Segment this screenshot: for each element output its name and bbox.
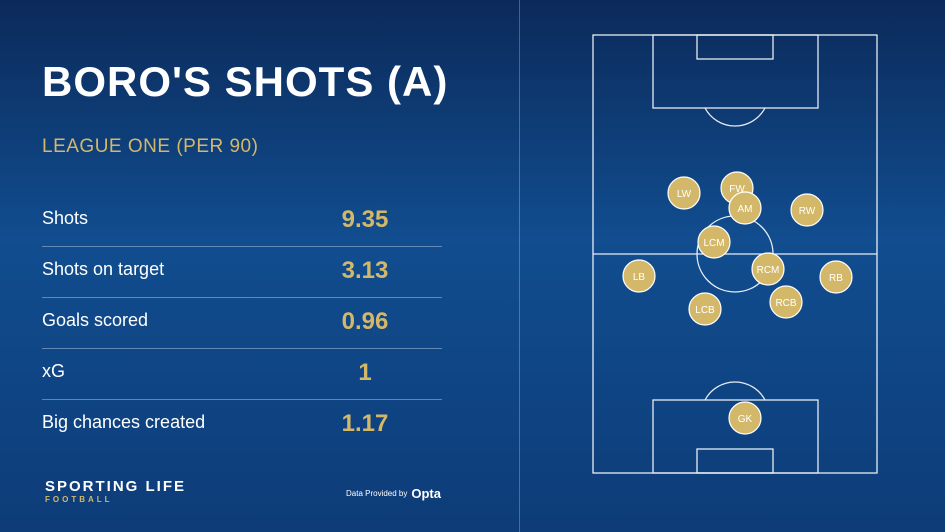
top-goal-box [696,34,774,60]
player-token [697,225,731,259]
stat-row: Shots 9.35 [42,196,442,247]
divider [519,0,520,532]
stat-row: Shots on target 3.13 [42,247,442,298]
stat-value: 1.17 [341,410,389,437]
player-lcm: LCM [697,225,731,259]
player-label: GK [738,414,753,425]
brand-logo: SPORTING LIFE FOOTBALL [45,478,186,504]
bottom-goal-box [696,448,774,474]
player-token [688,292,722,326]
player-rcb: RCB [769,285,803,319]
player-token [728,191,762,225]
player-label: LCB [695,305,715,316]
player-lw: LW [667,176,701,210]
player-token [622,259,656,293]
data-provider: Data Provided by Opta [346,486,441,501]
player-token [751,252,785,286]
player-lb: LB [622,259,656,293]
player-label: AM [738,204,753,215]
stat-value: 0.96 [341,308,389,335]
stat-label: Shots on target [42,259,165,279]
stat-label: Goals scored [42,310,149,330]
stat-label: Big chances created [42,412,206,432]
page-subtitle: LEAGUE ONE (PER 90) [42,136,259,157]
brand-sub: FOOTBALL [45,495,113,504]
stats-panel: BORO'S SHOTS (A) LEAGUE ONE (PER 90) Sho… [42,58,449,504]
player-label: RW [799,206,816,217]
stat-row: xG 1 [42,349,442,400]
player-label: LW [677,189,692,200]
stat-label: Shots [42,208,89,228]
brand-name: SPORTING LIFE [45,478,187,495]
stat-value: 3.13 [341,257,389,284]
top-penalty-box [652,34,819,109]
opta-logo: Opta [411,486,441,501]
player-token [819,260,853,294]
stat-label: xG [42,361,66,381]
player-lcb: LCB [688,292,722,326]
players-layer: LW FW AM RW LCM LB RCM RB LCB RCB GK [622,171,853,435]
player-rw: RW [790,193,824,227]
player-label: LCM [703,238,724,249]
stats-table: Shots 9.35 Shots on target 3.13 Goals sc… [42,196,442,450]
stat-row: Big chances created 1.17 [42,400,442,450]
player-token [728,401,762,435]
stat-value: 1 [358,359,372,386]
bottom-penalty-arc [704,381,766,401]
player-label: FW [729,184,745,195]
player-label: RCB [775,298,796,309]
player-gk: GK [728,401,762,435]
provider-label: Data Provided by [346,489,408,498]
stat-value: 9.35 [341,206,389,233]
page-title: BORO'S SHOTS (A) [42,58,449,105]
player-token [790,193,824,227]
player-token [769,285,803,319]
player-am: AM [728,191,762,225]
player-label: RB [829,273,843,284]
player-rcm: RCM [751,252,785,286]
player-rb: RB [819,260,853,294]
player-token [667,176,701,210]
stat-row: Goals scored 0.96 [42,298,442,349]
player-label: RCM [757,265,780,276]
top-penalty-arc [704,107,766,127]
player-label: LB [633,272,646,283]
